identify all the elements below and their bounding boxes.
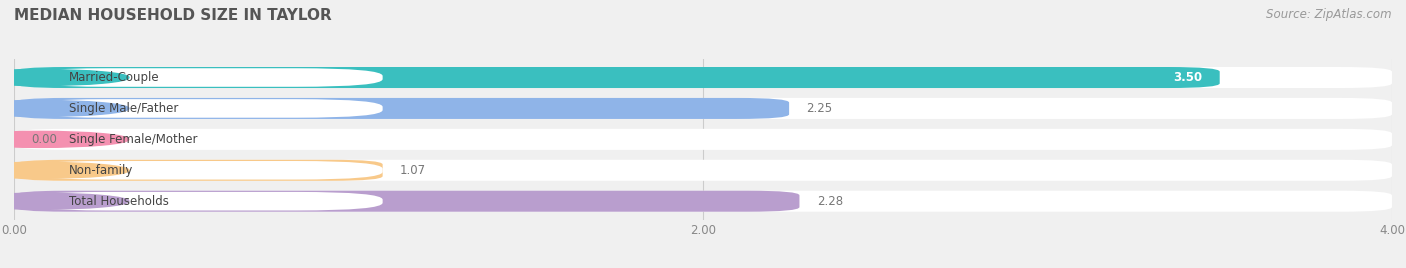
FancyBboxPatch shape <box>14 98 789 119</box>
FancyBboxPatch shape <box>14 160 382 181</box>
Text: Single Female/Mother: Single Female/Mother <box>69 133 198 146</box>
Text: 2.25: 2.25 <box>806 102 832 115</box>
FancyBboxPatch shape <box>21 130 382 149</box>
Circle shape <box>0 69 129 85</box>
Circle shape <box>0 131 129 147</box>
FancyBboxPatch shape <box>14 67 1392 88</box>
FancyBboxPatch shape <box>14 191 1392 212</box>
FancyBboxPatch shape <box>14 98 1392 119</box>
FancyBboxPatch shape <box>14 160 1392 181</box>
FancyBboxPatch shape <box>21 192 382 210</box>
Text: 0.00: 0.00 <box>31 133 58 146</box>
FancyBboxPatch shape <box>21 68 382 87</box>
Text: 3.50: 3.50 <box>1174 71 1202 84</box>
FancyBboxPatch shape <box>14 191 800 212</box>
Text: 1.07: 1.07 <box>399 164 426 177</box>
Text: Married-Couple: Married-Couple <box>69 71 160 84</box>
Text: Total Households: Total Households <box>69 195 169 208</box>
FancyBboxPatch shape <box>14 129 1392 150</box>
Text: Source: ZipAtlas.com: Source: ZipAtlas.com <box>1267 8 1392 21</box>
Text: MEDIAN HOUSEHOLD SIZE IN TAYLOR: MEDIAN HOUSEHOLD SIZE IN TAYLOR <box>14 8 332 23</box>
Text: Single Male/Father: Single Male/Father <box>69 102 179 115</box>
FancyBboxPatch shape <box>14 67 1219 88</box>
Text: 2.28: 2.28 <box>817 195 842 208</box>
Circle shape <box>0 193 129 209</box>
Circle shape <box>0 162 129 178</box>
FancyBboxPatch shape <box>21 99 382 118</box>
Circle shape <box>0 100 129 116</box>
Text: Non-family: Non-family <box>69 164 134 177</box>
FancyBboxPatch shape <box>21 161 382 180</box>
